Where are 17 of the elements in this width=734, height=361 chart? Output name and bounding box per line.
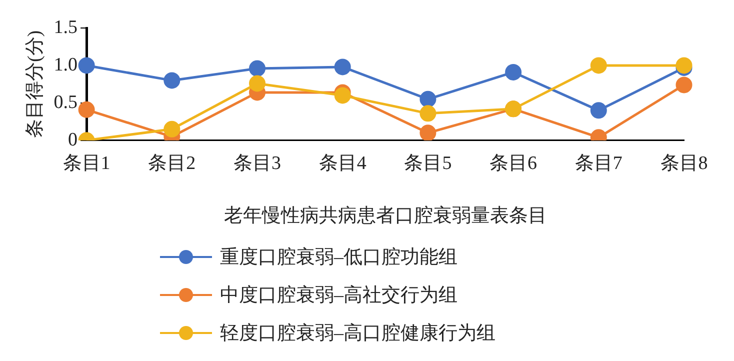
x-tick-label: 条目1 — [62, 152, 110, 174]
x-tick-label: 条目4 — [318, 152, 367, 174]
y-axis-title: 条目得分(分) — [24, 30, 46, 138]
x-axis-title: 老年慢性病共病患者口腔衰弱量表条目 — [224, 204, 547, 227]
x-tick-label: 条目5 — [404, 152, 452, 174]
y-tick-label: 1.0 — [54, 54, 78, 76]
x-tick-label: 条目6 — [490, 152, 538, 174]
legend-label: 重度口腔衰弱–低口腔功能组 — [220, 246, 458, 270]
x-tick-label: 条目7 — [574, 152, 622, 174]
x-tick-label: 条目2 — [148, 152, 196, 174]
y-tick-label: 0 — [68, 129, 78, 150]
legend-label: 中度口腔衰弱–高社交行为组 — [220, 284, 458, 308]
x-tick-label: 条目8 — [660, 152, 708, 174]
legend-label: 轻度口腔衰弱–高口腔健康行为组 — [220, 322, 496, 346]
y-tick-label: 1.5 — [54, 16, 78, 38]
x-tick-label: 条目3 — [234, 152, 281, 174]
y-tick-label: 0.5 — [54, 92, 78, 113]
